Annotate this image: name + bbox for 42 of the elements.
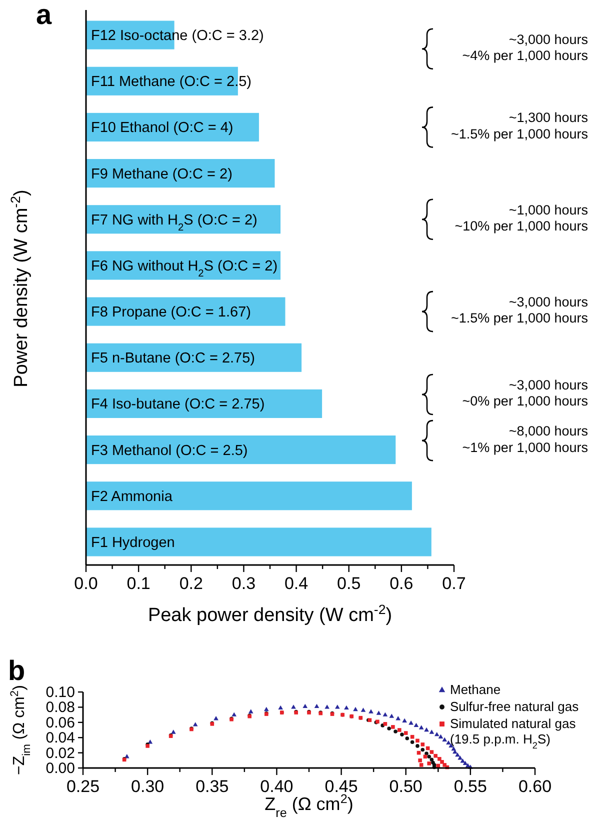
y-tick-label: 0.00 [46, 760, 75, 777]
y-tick-label: 0.10 [46, 684, 75, 701]
y-tick-label: F4 Iso-butane (O:C = 2.75) [91, 396, 265, 413]
text: ~1,000 hours ~10% per 1,000 hours [454, 202, 588, 234]
annotation: ~3,000 hours ~1.5% per 1,000 hours [451, 294, 588, 326]
text: ~3,000 hours ~4% per 1,000 hours [462, 32, 588, 64]
x-tick-label: 0.7 [442, 574, 466, 593]
legend-label: Sulfur-free natural gas [450, 699, 580, 714]
y-tick-label: 0.06 [46, 714, 75, 732]
y-tick-label: F9 Methane (O:C = 2) [91, 166, 232, 182]
y-tick-label: F7 NG with H$_{2}$S (O:C = 2) [91, 212, 258, 233]
y-tick-label: F5 n-Butane (O:C = 2.75) [91, 350, 256, 367]
x-tick-label: 0.35 [196, 777, 229, 796]
y-tick-label: 0.04 [46, 730, 75, 747]
text: ~8,000 hours ~1% per 1,000 hours [462, 424, 588, 455]
y-tick-label: 0.02 [46, 744, 75, 762]
y-tick-label: F8 Propane (O:C = 1.67) [91, 304, 251, 321]
x-tick-label: 0.50 [389, 777, 422, 796]
x-tick-label: 0.0 [74, 574, 98, 593]
chart-title: a [36, 0, 52, 30]
text: ~3,000 hours ~0% per 1,000 hours [462, 377, 588, 409]
y-tick-label: F2 Ammonia [91, 488, 174, 505]
legend-label: Simulated natural gas (19.5 p.p.m. H$_{2}$S) [450, 716, 576, 751]
x-tick-label: 0.55 [454, 777, 487, 796]
y-tick-label: F10 Ethanol (O:C = 4) [91, 120, 234, 136]
y-tick-label: 0.08 [46, 699, 75, 716]
x-axis-title: Peak power density (W cm$^{-2}$) [148, 602, 392, 626]
y-tick-label: F3 Methanol (O:C = 2.5) [91, 442, 248, 459]
y-tick-label: F6 NG without H$_{2}$S (O:C = 2) [91, 258, 278, 279]
x-tick-label: 0.6 [390, 574, 414, 593]
y-tick-label: F1 Hydrogen [91, 534, 175, 551]
x-tick-label: 0.1 [126, 574, 150, 593]
x-tick-label: 0.5 [337, 574, 361, 593]
annotation: ~1,300 hours ~1.5% per 1,000 hours [451, 110, 588, 142]
x-tick-label: 0.4 [284, 574, 308, 593]
x-tick-label: 0.2 [179, 574, 203, 593]
x-tick-label: 0.60 [518, 777, 552, 796]
x-tick-label: 0.3 [232, 574, 256, 593]
chart-title: b [8, 655, 26, 686]
legend-label: Methane [450, 682, 501, 697]
x-tick-label: 0.30 [131, 777, 164, 796]
x-tick-label: 0.25 [66, 777, 100, 796]
